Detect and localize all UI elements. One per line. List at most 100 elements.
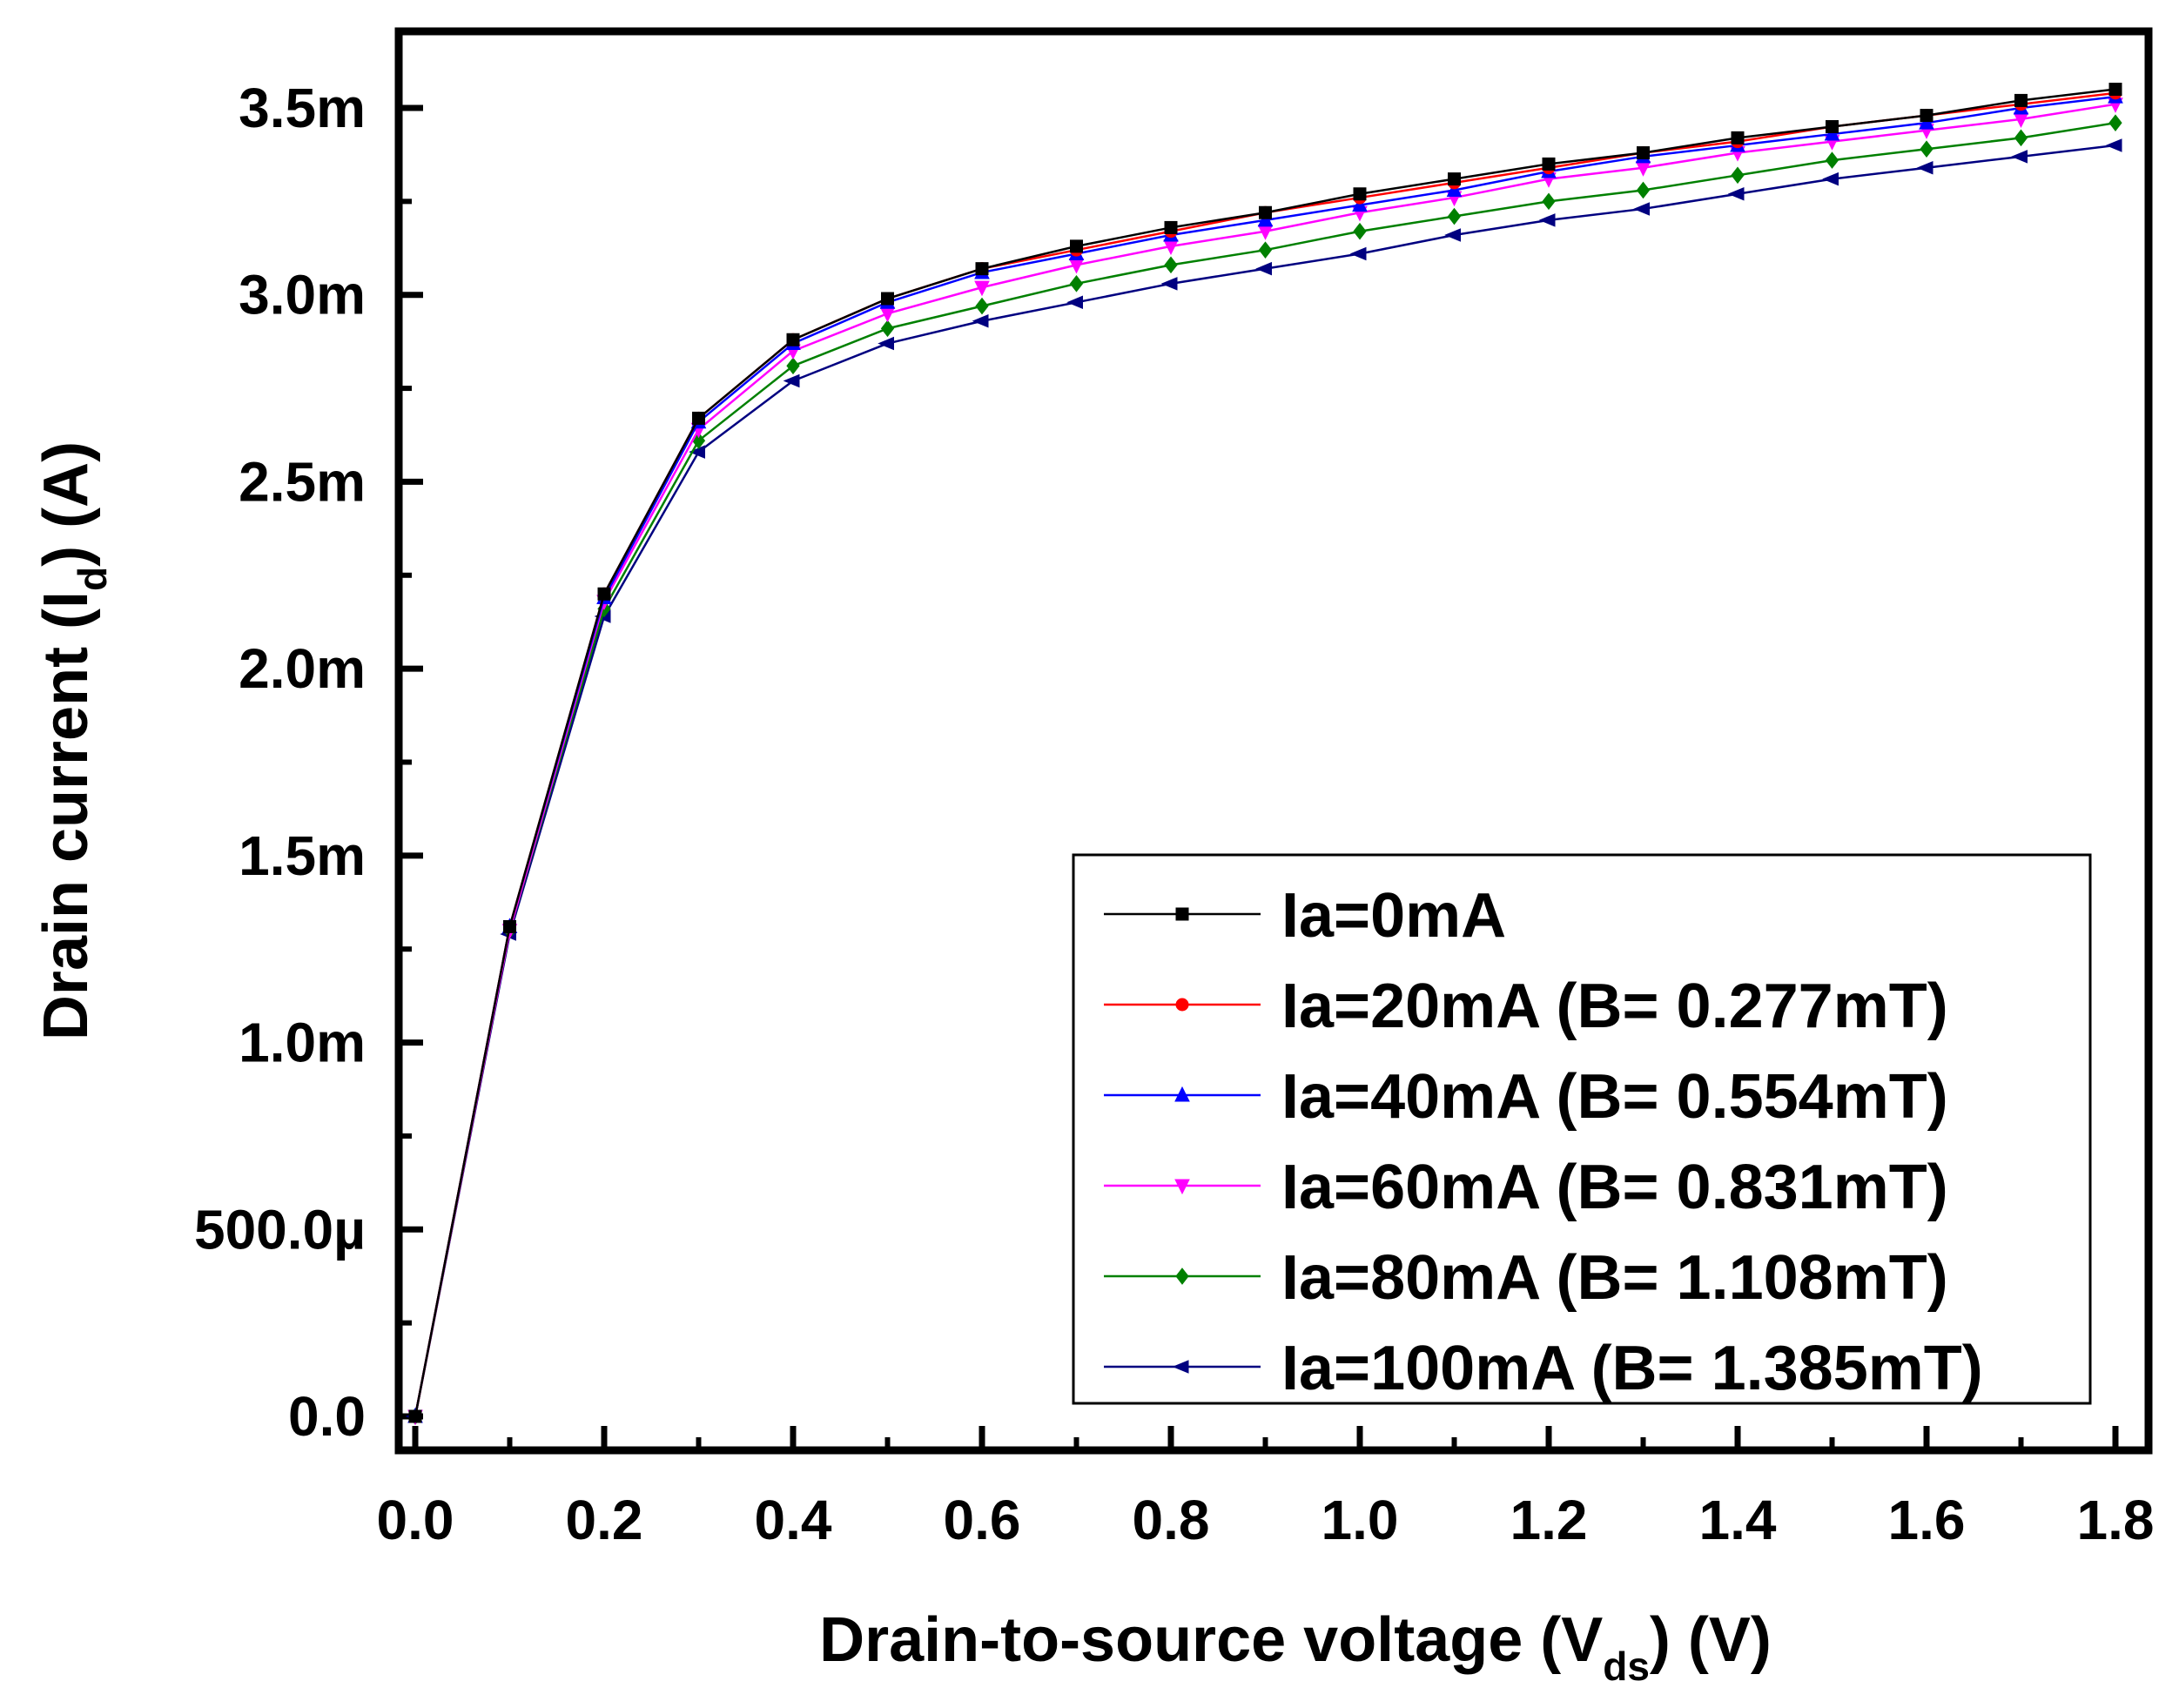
series-marker	[1542, 157, 1556, 171]
legend-label: Ia=100mA (B= 1.385mT)	[1281, 1334, 1983, 1403]
y-tick-label: 3.5m	[239, 77, 366, 139]
legend-label: Ia=40mA (B= 0.554mT)	[1281, 1062, 1948, 1132]
y-axis-title: Drain current (Id) (A)	[31, 441, 115, 1040]
series-marker	[880, 319, 895, 338]
legend-item: Ia=20mA (B= 0.277mT)	[1104, 972, 1948, 1041]
series-marker	[1731, 131, 1745, 145]
series-marker	[2011, 150, 2028, 164]
series-marker	[1920, 109, 1934, 123]
series-marker	[1070, 239, 1083, 253]
legend-label: Ia=20mA (B= 0.277mT)	[1281, 972, 1948, 1041]
series-marker	[1172, 1360, 1189, 1374]
series-marker	[503, 919, 516, 933]
series-marker	[1919, 114, 1934, 130]
series-marker	[1446, 181, 1463, 197]
series-marker	[1825, 151, 1839, 169]
series-marker	[975, 297, 989, 315]
series-marker	[1160, 277, 1178, 291]
series-marker	[1353, 187, 1367, 201]
x-tick-label: 0.0	[377, 1489, 454, 1551]
x-tick-label: 1.8	[2077, 1489, 2155, 1551]
x-tick-label: 0.8	[1133, 1489, 1210, 1551]
series-marker	[786, 333, 800, 346]
series-marker	[1637, 146, 1650, 160]
y-tick-labels: 0.0 500.0µ 1.0m 1.5m 2.0m 2.5m 3.0m 3.5m	[194, 77, 366, 1448]
series-marker	[1069, 275, 1084, 293]
legend-item: Ia=80mA (B= 1.108mT)	[1104, 1243, 1948, 1313]
x-axis-title: Drain-to-source voltage (Vds) (V)	[819, 1605, 1772, 1689]
series-marker	[1353, 222, 1367, 240]
legend-label: Ia=0mA	[1281, 881, 1506, 951]
series-marker	[1164, 256, 1178, 274]
series-marker	[1066, 295, 1083, 310]
y-axis-title-sub: d	[70, 567, 115, 591]
series-marker	[1826, 119, 1839, 133]
series-marker	[1257, 211, 1274, 227]
series-marker	[878, 336, 894, 351]
y-tick-label: 0.0	[288, 1385, 366, 1448]
x-tick-labels: 0.0 0.2 0.4 0.6 0.8 1.0 1.2 1.4 1.6 1.8	[377, 1489, 2155, 1551]
series-marker	[1258, 241, 1273, 259]
legend: Ia=0mA Ia=20mA (B= 0.277mT) Ia=40mA (B= 0.…	[1072, 853, 2092, 1405]
series-marker	[1444, 228, 1461, 242]
series-layer	[405, 83, 2123, 1426]
y-axis-title-main: Drain current (I	[31, 591, 101, 1040]
plot-frame	[394, 27, 2153, 1455]
series-marker	[597, 587, 611, 601]
x-tick-label: 1.6	[1888, 1489, 1966, 1551]
series-marker	[1164, 220, 1178, 234]
series-marker	[1633, 202, 1650, 216]
series-marker	[408, 1409, 422, 1423]
y-tick-label: 1.5m	[239, 824, 366, 887]
series-marker	[692, 411, 705, 425]
series-marker	[1727, 187, 1745, 201]
series-marker	[1259, 205, 1272, 219]
x-tick-label: 1.2	[1510, 1489, 1588, 1551]
series-marker	[974, 280, 990, 297]
x-tick-label: 1.0	[1322, 1489, 1399, 1551]
y-axis-title-tail: ) (A)	[31, 441, 101, 567]
y-tick-label: 500.0µ	[194, 1198, 366, 1261]
x-tick-label: 0.2	[566, 1489, 643, 1551]
y-tick-label: 2.0m	[239, 637, 366, 700]
series-marker	[1175, 1268, 1189, 1285]
legend-items: Ia=0mA Ia=20mA (B= 0.277mT) Ia=40mA (B= 0.…	[1104, 881, 1983, 1403]
y-tick-label: 3.0m	[239, 264, 366, 326]
series-marker	[2014, 129, 2028, 147]
legend-item: Ia=100mA (B= 1.385mT)	[1104, 1334, 1983, 1403]
legend-box	[1072, 853, 2092, 1405]
y-tick-label: 2.5m	[239, 450, 366, 513]
series-marker	[975, 262, 989, 276]
legend-item: Ia=60mA (B= 0.831mT)	[1104, 1153, 1948, 1222]
legend-item: Ia=0mA	[1104, 881, 1506, 951]
series-marker	[2105, 138, 2122, 152]
series-marker	[1731, 166, 1745, 185]
x-tick-label: 0.6	[944, 1489, 1021, 1551]
x-tick-label: 1.4	[1699, 1489, 1777, 1551]
series-marker	[881, 292, 894, 306]
series-marker	[786, 357, 800, 375]
series-marker	[1636, 181, 1651, 199]
legend-label: Ia=80mA (B= 1.108mT)	[1281, 1243, 1948, 1313]
series-marker	[1916, 160, 1934, 175]
series-marker	[2108, 83, 2122, 97]
series-marker	[689, 445, 705, 459]
series-marker	[1255, 261, 1272, 276]
series-marker	[783, 373, 800, 388]
x-tick-label: 0.4	[755, 1489, 832, 1551]
series-marker	[1175, 907, 1189, 921]
x-axis-title-sub: ds	[1603, 1644, 1650, 1689]
legend-label: Ia=60mA (B= 0.831mT)	[1281, 1153, 1948, 1222]
series-marker	[1822, 171, 1839, 186]
x-axis-title-main: Drain-to-source voltage (V	[819, 1605, 1603, 1675]
series-0	[408, 83, 2122, 1423]
series-marker	[1824, 124, 1840, 141]
series-marker	[1542, 192, 1556, 211]
series-marker	[1174, 1086, 1190, 1102]
series-marker	[1174, 1179, 1190, 1195]
series-marker	[2108, 114, 2122, 131]
legend-item: Ia=40mA (B= 0.554mT)	[1104, 1062, 1948, 1132]
series-marker	[2014, 93, 2028, 107]
series-marker	[1175, 998, 1189, 1012]
